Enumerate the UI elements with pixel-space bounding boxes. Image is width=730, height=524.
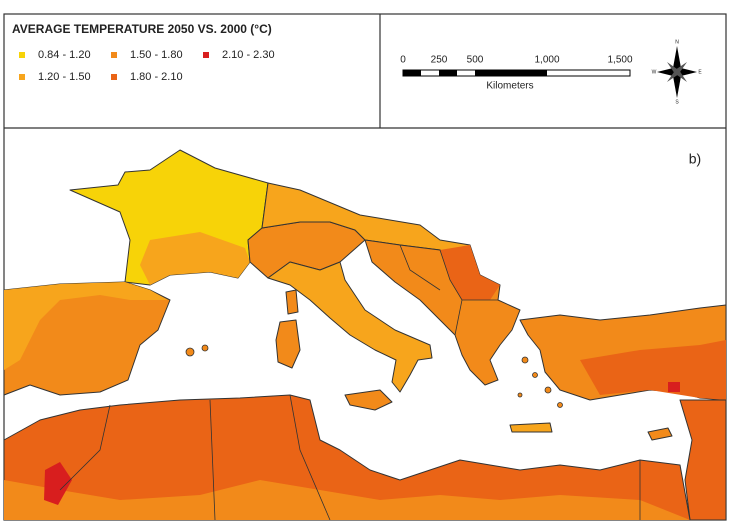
legend-label: 2.10 - 2.30 xyxy=(222,49,275,61)
compass-label: W xyxy=(652,69,657,75)
borders xyxy=(59,394,641,521)
compass-label: N xyxy=(675,39,679,45)
land-iberia-north xyxy=(4,282,168,370)
scale-tick-label: 0 xyxy=(400,55,406,66)
land-corsica xyxy=(285,289,299,315)
scale-bar: 0 250 500 1,000 1,500 Kilometers xyxy=(400,55,633,92)
land-cyprus xyxy=(647,427,673,441)
land-sahara xyxy=(4,480,690,520)
compass-label: S xyxy=(675,99,679,105)
legend-label: 1.80 - 2.10 xyxy=(130,71,183,83)
legend-title: AVERAGE TEMPERATURE 2050 VS. 2000 (°C) xyxy=(12,22,272,36)
hotspot xyxy=(44,462,72,505)
scale-tick-label: 500 xyxy=(467,55,484,66)
legend-swatch xyxy=(203,52,209,58)
land-france-south xyxy=(140,232,250,285)
hotspot xyxy=(668,382,680,392)
legend-label: 0.84 - 1.20 xyxy=(38,49,91,61)
panel-label: b) xyxy=(689,151,701,167)
borders xyxy=(399,244,498,336)
map xyxy=(3,149,727,521)
land-north-africa xyxy=(3,394,691,521)
legend-swatch xyxy=(19,74,25,80)
land-sicily xyxy=(344,389,393,411)
legend-swatch xyxy=(111,74,117,80)
scale-segment xyxy=(403,70,421,76)
legend-label: 1.20 - 1.50 xyxy=(38,71,91,83)
scale-tick-label: 1,000 xyxy=(534,55,559,66)
land-sardinia xyxy=(275,319,301,369)
land-turkey-south xyxy=(580,340,726,400)
islands xyxy=(185,344,563,408)
scale-unit: Kilometers xyxy=(486,81,533,92)
scale-segment xyxy=(475,70,547,76)
compass-rose: N S E W xyxy=(652,39,703,105)
land-balkans-east xyxy=(440,245,500,300)
scale-tick-label: 250 xyxy=(431,55,448,66)
compass-label: E xyxy=(698,69,702,75)
scale-tick-label: 1,500 xyxy=(607,55,632,66)
legend: 0.84 - 1.20 1.20 - 1.50 1.50 - 1.80 1.80 - … xyxy=(19,49,275,83)
legend-swatch xyxy=(111,52,117,58)
legend-swatch xyxy=(19,52,25,58)
legend-label: 1.50 - 1.80 xyxy=(130,49,183,61)
land-crete xyxy=(509,422,553,433)
land-italy xyxy=(267,261,433,393)
scale-segment xyxy=(439,70,457,76)
